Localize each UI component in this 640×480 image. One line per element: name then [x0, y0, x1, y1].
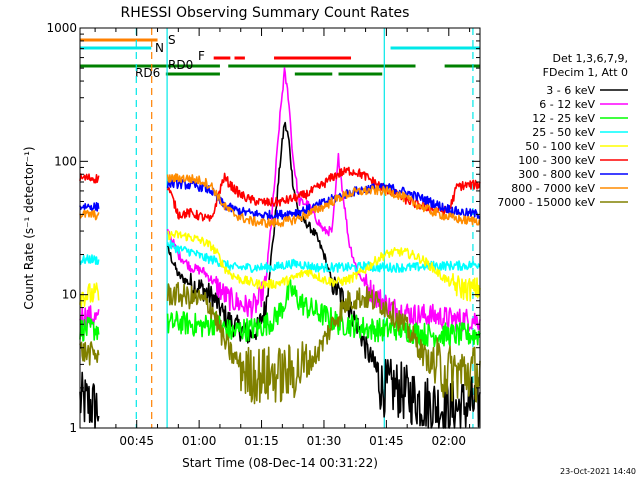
series-line-8 [79, 281, 481, 405]
legend-label-3: 25 - 50 keV [532, 126, 595, 139]
flag-label-n: N [155, 41, 164, 55]
legend-label-1: 6 - 12 keV [539, 98, 595, 111]
axes: 1 10 100 1000 00:45 01:00 01:15 01:30 01:45 02:00 [46, 21, 480, 448]
chart-title: RHESSI Observing Summary Count Rates [121, 5, 410, 21]
legend-label-5: 100 - 300 keV [518, 154, 595, 167]
flag-label-f: F [198, 49, 205, 63]
plot-frame [79, 27, 481, 429]
series-line-1 [79, 67, 481, 332]
y-tick-label-1: 10 [62, 288, 77, 302]
legend-label-4: 50 - 100 keV [525, 140, 595, 153]
x-tick-label-4: 01:45 [369, 434, 404, 448]
flag-label-rd6: RD6 [135, 66, 160, 80]
y-tick-label-2: 100 [54, 154, 77, 168]
series-line-5 [79, 166, 481, 222]
flag-label-rd0: RD0 [168, 58, 193, 72]
series-line-4 [79, 230, 481, 308]
legend-label-8: 7000 - 15000 keV [497, 196, 595, 209]
series-line-2 [79, 279, 481, 348]
x-tick-label-2: 01:15 [244, 434, 279, 448]
x-tick-label-0: 00:45 [119, 434, 154, 448]
legend-label-7: 800 - 7000 keV [511, 182, 595, 195]
y-tick-label-0: 1 [69, 421, 77, 435]
flag-bars: SN F RD0 RD6 [80, 33, 480, 80]
y-axis-label: Count Rate (s⁻¹ detector⁻¹) [22, 146, 36, 309]
x-axis-label: Start Time (08-Dec-14 00:31:22) [182, 456, 378, 470]
y-tick-label-3: 1000 [46, 21, 77, 35]
legend-label-6: 300 - 800 keV [518, 168, 595, 181]
legend-header-1: Det 1,3,6,7,9, [552, 52, 628, 65]
flag-label-s: S [168, 33, 176, 47]
series-line-0 [79, 121, 481, 429]
legend-label-2: 12 - 25 keV [532, 112, 595, 125]
legend-header-2: FDecim 1, Att 0 [543, 66, 628, 79]
legend-label-0: 3 - 6 keV [546, 84, 595, 97]
series-line-3 [79, 239, 481, 273]
plot-area [79, 28, 481, 429]
timestamp: 23-Oct-2021 14:40 [560, 467, 636, 476]
x-tick-label-3: 01:30 [307, 434, 342, 448]
x-tick-label-1: 01:00 [182, 434, 217, 448]
x-tick-label-5: 02:00 [431, 434, 466, 448]
